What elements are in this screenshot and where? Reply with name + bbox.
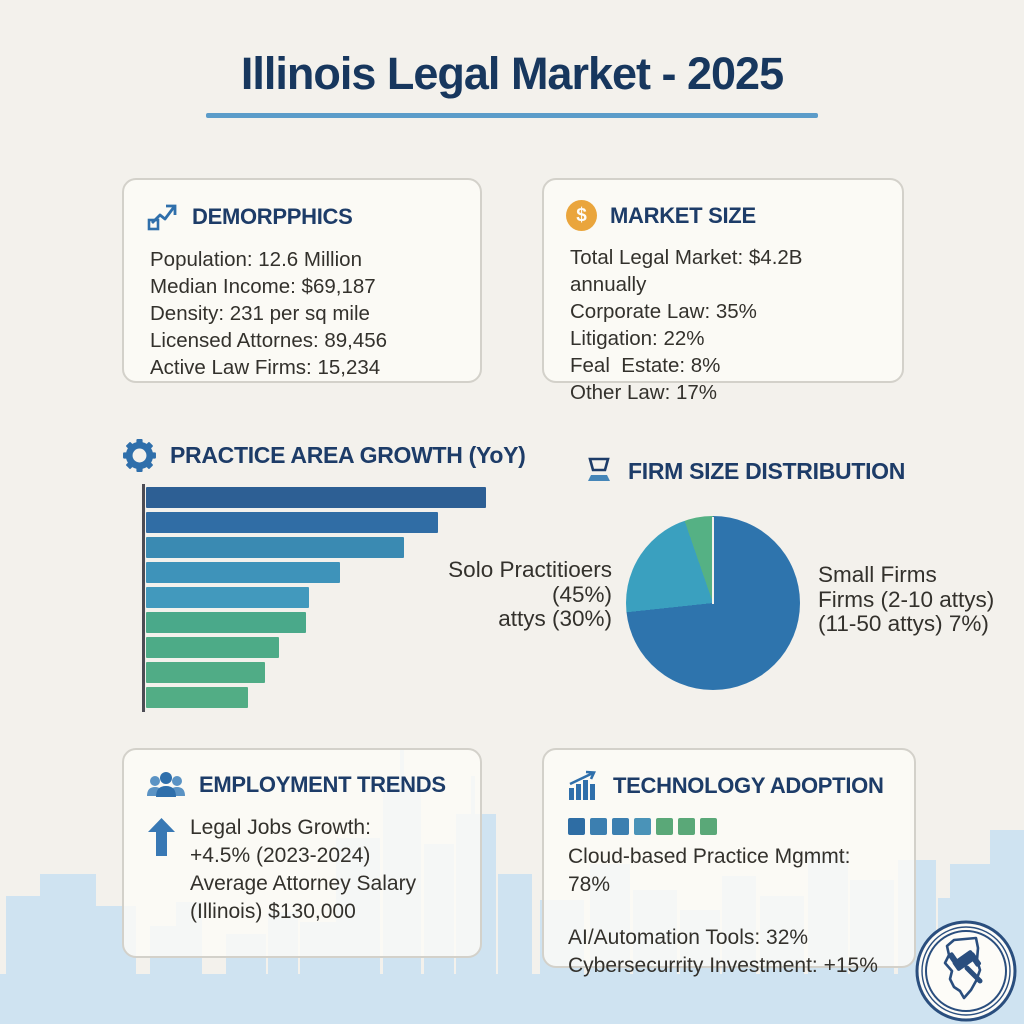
pie-label-left: Solo Practitioers (45%) attys (30%) (440, 557, 612, 632)
stat-line: Legal Jobs Growth: (190, 816, 371, 839)
stat-line: Other Law: 17% (570, 381, 717, 404)
stat-line: Density: 231 per sq mile (150, 302, 370, 325)
practice-growth-bar-5 (146, 587, 309, 608)
employment-stats: Legal Jobs Growth: +4.5% (2023-2024) Ave… (190, 814, 416, 926)
practice-growth-bar-1 (146, 487, 486, 508)
market-size-stats: Total Legal Market: $4.2B annually Corpo… (570, 244, 880, 406)
practice-growth-title: PRACTICE AREA GROWTH (YoY) (170, 442, 526, 468)
practice-growth-bar-8 (146, 662, 265, 683)
firm-size-header: FIRM SIZE DISTRIBUTION (583, 456, 905, 486)
stat-line: Feal Estate: 8% (570, 354, 721, 377)
stat-line: +4.5% (2023-2024) (190, 844, 371, 867)
market-size-panel: $ MARKET SIZE Total Legal Market: $4.2B … (542, 178, 904, 404)
practice-growth-bar-2 (146, 512, 438, 533)
title-underline (206, 113, 818, 118)
demographics-stats: Population: 12.6 Million Median Income: … (150, 246, 458, 381)
demographics-title: DEMORPPHICS (192, 203, 353, 229)
stat-line: Licensed Attornes: 89,456 (150, 329, 388, 352)
pie-label-line: attys (30%) (498, 606, 612, 631)
adoption-block-6 (678, 818, 695, 835)
people-icon (146, 770, 186, 800)
pie-label-line: Firms (2-10 attys) (818, 586, 995, 612)
pie-slice-divider (712, 517, 714, 604)
pie-label-right: Small Firms Firms (2-10 attys) (11-50 at… (818, 562, 1024, 637)
adoption-block-3 (612, 818, 629, 835)
stat-line: Cloud-based Practice Mgmmt: 78% (568, 845, 857, 896)
pie-label-line: Solo Practitioers (448, 557, 612, 582)
adoption-block-2 (590, 818, 607, 835)
up-arrow-icon (148, 818, 175, 926)
practice-growth-bar-6 (146, 612, 306, 633)
technology-adoption-panel: TECHNOLOGY ADOPTION Cloud-based Practice… (542, 748, 916, 977)
practice-growth-bar-3 (146, 537, 404, 558)
adoption-block-1 (568, 818, 585, 835)
market-size-title: MARKET SIZE (610, 202, 756, 228)
technology-adoption-title: TECHNOLOGY ADOPTION (613, 773, 884, 798)
practice-growth-bar-7 (146, 637, 279, 658)
stat-line: AI/Automation Tools: 32% (568, 926, 809, 949)
pie-label-line: (11-50 attys) 7%) (818, 611, 989, 636)
practice-growth-bar-9 (146, 687, 248, 708)
adoption-block-4 (634, 818, 651, 835)
page-title: Illinois Legal Market - 2025 (240, 48, 784, 99)
trend-chart-icon (146, 200, 179, 233)
employment-trends-panel: EMPLOYMENT TRENDS Legal Jobs Growth: +4.… (122, 748, 482, 958)
adoption-block-5 (656, 818, 673, 835)
pie-label-line: Small Firms (818, 562, 937, 587)
scale-podium-icon (583, 456, 615, 486)
stat-line: Average Attorney Salary (190, 872, 417, 895)
employment-trends-title: EMPLOYMENT TRENDS (199, 772, 446, 797)
stat-line: Population: 12.6 Million (150, 248, 362, 271)
stat-line: (Illinois) $130,000 (190, 900, 356, 923)
demographics-panel: DEMORPPHICS Population: 12.6 Million Med… (122, 178, 482, 383)
stat-line: Active Law Firms: 15,234 (150, 356, 381, 379)
pie-label-line: (45%) (551, 581, 612, 607)
stat-line: Litigation: 22% (570, 327, 705, 350)
stat-line: Median Income: $69,187 (150, 275, 376, 298)
stat-line: Corporate Law: 35% (570, 300, 757, 323)
adoption-block-7 (700, 818, 717, 835)
dollar-circle-icon: $ (566, 200, 597, 231)
firm-size-title: FIRM SIZE DISTRIBUTION (628, 457, 906, 484)
bar-chart-axis (142, 484, 145, 712)
gear-icon (122, 438, 157, 473)
practice-growth-bars (146, 487, 486, 712)
stat-line: Total Legal Market: $4.2B annually (570, 246, 809, 296)
practice-growth-bar-4 (146, 562, 340, 583)
bar-growth-icon (566, 770, 600, 802)
stat-line: Cybersecurrity Investment: +15% (568, 954, 878, 977)
adoption-progress-blocks (568, 818, 892, 835)
practice-growth-header: PRACTICE AREA GROWTH (YoY) (122, 438, 526, 473)
illinois-gavel-badge (913, 918, 1019, 1024)
